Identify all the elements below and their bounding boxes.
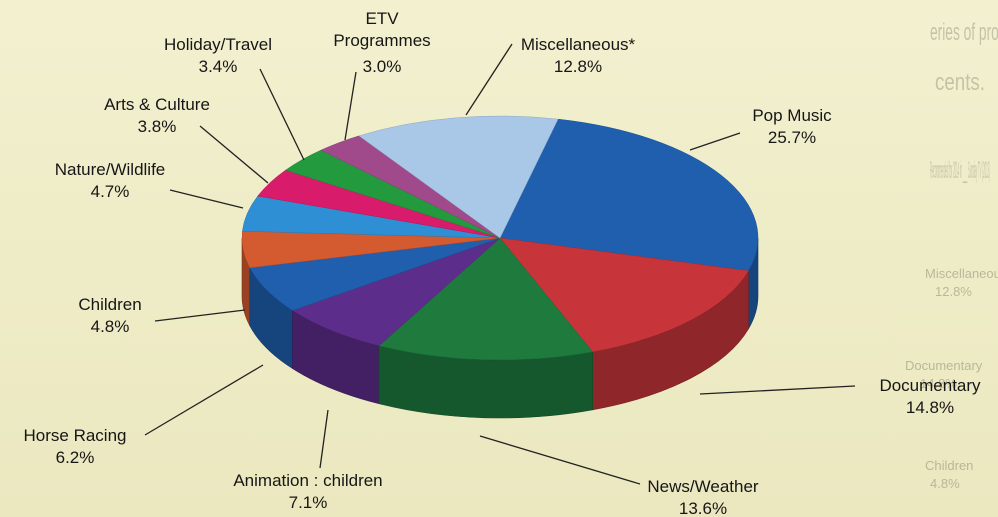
slice-label-miscellaneous: Miscellaneous* [521, 35, 636, 54]
leader-line-pop-music [689, 132, 741, 151]
slice-value-news-weather: 13.6% [679, 499, 727, 517]
leader-line-nature-wildlife [169, 189, 244, 209]
leader-line-holiday-travel [259, 68, 305, 161]
bg-mini-label-4: 14.8% [920, 376, 957, 391]
slice-value-animation-children: 7.1% [289, 493, 328, 512]
leader-lines [144, 43, 856, 485]
slice-label-etv-programmes-part-1: ETV [365, 9, 399, 28]
bg-text-line-3: Recommended for 2014 in ___ Sunday TV (2… [930, 157, 990, 184]
slice-miscellaneous [358, 115, 559, 239]
bg-mini-label-3: Documentary [905, 358, 983, 373]
slice-label-animation-children: Animation : children [233, 471, 382, 490]
bg-mini-label-6: 4.8% [930, 476, 960, 491]
slice-label-children: Children [78, 295, 141, 314]
slice-value-children: 4.8% [91, 317, 130, 336]
slice-label-news-weather: News/Weather [647, 477, 759, 496]
slice-value-documentary: 14.8% [906, 398, 954, 417]
slice-label-arts-culture: Arts & Culture [104, 95, 210, 114]
leader-line-documentary [699, 385, 856, 395]
slice-label-holiday-travel: Holiday/Travel [164, 35, 272, 54]
slice-documentary [499, 237, 749, 353]
slice-value-nature-wildlife: 4.7% [91, 182, 130, 201]
pie-top-faces [241, 115, 759, 361]
leader-line-arts-culture [199, 125, 269, 184]
slice-label-documentary: Documentary [879, 376, 981, 395]
slice-value-etv-programmes: 3.0% [363, 57, 402, 76]
slice-value-holiday-travel: 3.4% [199, 57, 238, 76]
slice-value-arts-culture: 3.8% [138, 117, 177, 136]
leader-line-miscellaneous [465, 43, 513, 116]
leader-line-etv-programmes [344, 71, 357, 141]
slice-label-pop-music: Pop Music [752, 106, 832, 125]
leader-line-horse-racing [144, 364, 264, 436]
slice-label-horse-racing: Horse Racing [24, 426, 127, 445]
bg-text-line-1: eries of programmes broadcast by RTE dur… [930, 19, 998, 46]
slice-animation-children [291, 237, 501, 347]
leader-line-children [154, 309, 246, 322]
bg-mini-label-1: Miscellaneous [925, 266, 998, 281]
bg-mini-label-2: 12.8% [935, 284, 972, 299]
slice-news-weather [378, 237, 594, 361]
slice-value-miscellaneous: 12.8% [554, 57, 602, 76]
slice-labels: Pop Music25.7%Documentary14.8%News/Weath… [24, 9, 982, 517]
slice-value-pop-music: 25.7% [768, 128, 816, 147]
leader-line-animation-children [319, 409, 329, 469]
leader-line-news-weather [479, 435, 641, 485]
slice-value-horse-racing: 6.2% [56, 448, 95, 467]
bg-mini-label-5: Children [925, 458, 973, 473]
slice-pop-music [499, 118, 759, 272]
bg-text-line-2: cents. [935, 69, 985, 96]
slice-label-nature-wildlife: Nature/Wildlife [55, 160, 166, 179]
slice-label-etv-programmes-part-2: Programmes [333, 31, 430, 50]
